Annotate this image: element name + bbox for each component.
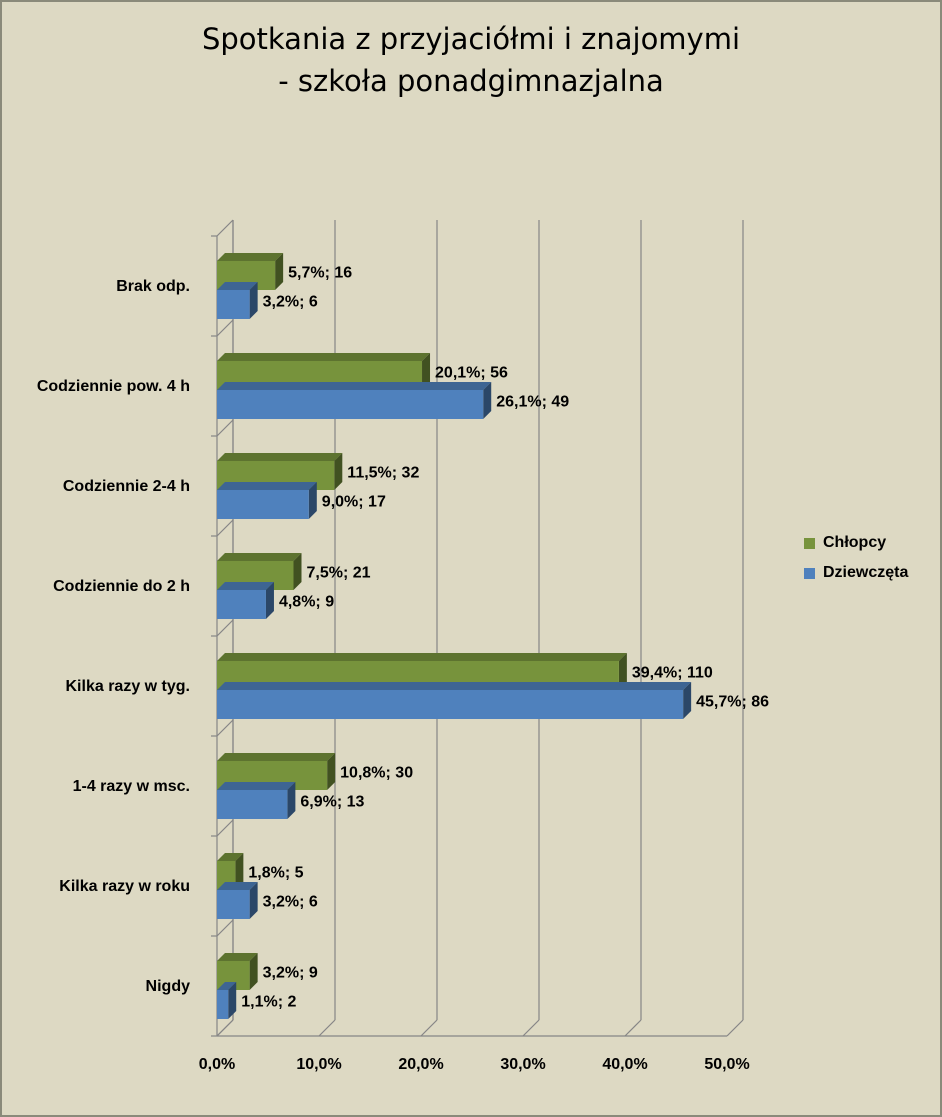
x-tick-label: 0,0% — [199, 1056, 235, 1073]
bar-top-face — [217, 482, 317, 490]
bar-side-face — [483, 382, 492, 419]
bar-top-face — [217, 682, 692, 690]
bar-side-face — [249, 882, 258, 919]
data-label: 5,7%; 16 — [288, 265, 352, 282]
bar-top-face — [217, 653, 627, 661]
data-label: 20,1%; 56 — [435, 365, 508, 382]
y-tick-depth — [216, 619, 234, 637]
y-tick-depth — [216, 319, 234, 337]
bar-top-face — [217, 582, 274, 590]
bar-top-face — [217, 853, 244, 861]
bar-top-face — [217, 353, 431, 361]
bar-side-face — [683, 682, 692, 719]
bar-side-face — [334, 453, 343, 490]
category-label: Brak odp. — [116, 278, 190, 295]
bar-side-face — [265, 582, 274, 619]
bar-side-face — [249, 953, 258, 990]
data-label: 10,8%; 30 — [340, 765, 413, 782]
bar-side-face — [327, 753, 336, 790]
y-tick-depth — [216, 919, 234, 937]
data-label: 3,2%; 6 — [263, 294, 318, 311]
floor-gridline — [624, 1019, 642, 1037]
bar-dziewczeta — [217, 490, 309, 519]
chart-title-line-2: - szkoła ponadgimnazjalna — [278, 64, 664, 98]
data-label: 1,8%; 5 — [248, 865, 303, 882]
x-tick-label: 20,0% — [398, 1056, 443, 1073]
data-label: 3,2%; 6 — [263, 894, 318, 911]
legend-label-dziewczeta: Dziewczęta — [823, 564, 909, 581]
bar-dziewczeta — [217, 890, 250, 919]
data-label: 3,2%; 9 — [263, 965, 318, 982]
y-tick-depth — [216, 419, 234, 437]
bar-top-face — [217, 253, 284, 261]
category-label: Codziennie pow. 4 h — [37, 378, 190, 395]
bar-top-face — [217, 782, 296, 790]
x-tick-label: 10,0% — [296, 1056, 341, 1073]
bar-top-face — [217, 953, 258, 961]
y-tick-depth — [216, 1019, 234, 1037]
bar-top-face — [217, 553, 302, 561]
y-tick-depth — [216, 719, 234, 737]
bar-dziewczeta — [217, 990, 229, 1019]
category-label: Codziennie 2-4 h — [63, 478, 190, 495]
category-label: Codziennie do 2 h — [53, 578, 190, 595]
bar-top-face — [217, 753, 336, 761]
y-tick-depth — [216, 219, 234, 237]
x-tick-label: 40,0% — [602, 1056, 647, 1073]
legend-swatch-dziewczeta — [804, 567, 815, 579]
category-label: 1-4 razy w msc. — [73, 778, 190, 795]
legend-label-chlopcy: Chłopcy — [823, 534, 887, 551]
floor-gridline — [420, 1019, 438, 1037]
data-label: 11,5%; 32 — [347, 465, 419, 482]
data-label: 4,8%; 9 — [279, 594, 334, 611]
bar-side-face — [293, 553, 302, 590]
chart-title: Spotkania z przyjaciółmi i znajomymi - s… — [0, 18, 942, 102]
bar-side-face — [228, 982, 237, 1019]
x-tick-label: 50,0% — [704, 1056, 749, 1073]
data-label: 6,9%; 13 — [300, 794, 364, 811]
legend-item-chlopcy: Chłopcy — [804, 528, 908, 558]
bar-side-face — [618, 653, 627, 690]
bar-top-face — [217, 453, 343, 461]
bar-dziewczeta — [217, 290, 250, 319]
data-label: 1,1%; 2 — [241, 994, 296, 1011]
bar-top-face — [217, 882, 258, 890]
bar-side-face — [287, 782, 296, 819]
data-label: 39,4%; 110 — [632, 665, 713, 682]
category-label: Kilka razy w tyg. — [66, 678, 191, 695]
chart-title-line-1: Spotkania z przyjaciółmi i znajomymi — [201, 22, 741, 56]
floor-gridline — [318, 1019, 336, 1037]
category-label: Nigdy — [146, 978, 191, 995]
bar-dziewczeta — [217, 690, 684, 719]
bar-dziewczeta — [217, 590, 266, 619]
y-tick-depth — [216, 519, 234, 537]
data-label: 26,1%; 49 — [496, 394, 569, 411]
bar-side-face — [275, 253, 284, 290]
data-label: 9,0%; 17 — [322, 494, 386, 511]
bar-side-face — [249, 282, 258, 319]
legend: Chłopcy Dziewczęta — [804, 528, 908, 588]
bar-side-face — [422, 353, 431, 390]
y-tick-depth — [216, 819, 234, 837]
floor-gridline — [522, 1019, 540, 1037]
floor-gridline — [726, 1019, 744, 1037]
bar-top-face — [217, 382, 492, 390]
bar-top-face — [217, 282, 258, 290]
x-tick-label: 30,0% — [500, 1056, 545, 1073]
bar-top-face — [217, 982, 237, 990]
data-label: 45,7%; 86 — [696, 694, 769, 711]
bar-dziewczeta — [217, 790, 288, 819]
category-label: Kilka razy w roku — [59, 878, 190, 895]
bar-side-face — [235, 853, 244, 890]
bar-side-face — [308, 482, 317, 519]
legend-swatch-chlopcy — [804, 537, 815, 549]
bar-dziewczeta — [217, 390, 484, 419]
data-label: 7,5%; 21 — [307, 565, 371, 582]
legend-item-dziewczeta: Dziewczęta — [804, 558, 908, 588]
